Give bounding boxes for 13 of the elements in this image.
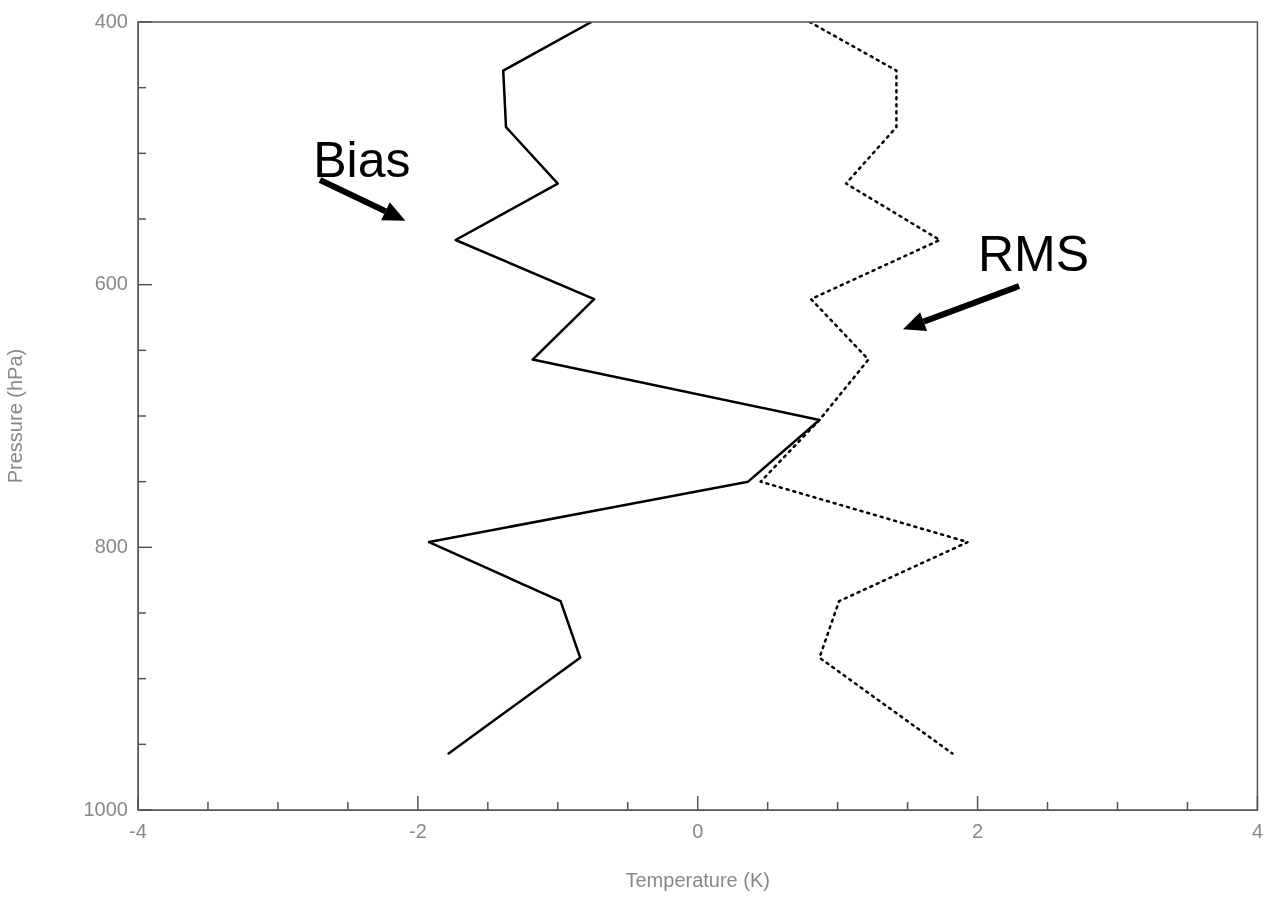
y-axis-title: Pressure (hPa) (3, 348, 26, 484)
y-tick-label: 800 (94, 534, 128, 557)
annotation: RMS (977, 225, 1090, 284)
annotation: Bias (313, 130, 411, 189)
x-tick-label: 4 (1251, 819, 1263, 842)
x-tick-label: -2 (408, 819, 427, 842)
y-tick-label: 600 (94, 272, 128, 295)
x-axis-title: Temperature (K) (625, 868, 770, 891)
x-tick-label: -4 (129, 819, 147, 842)
y-tick-label: 400 (94, 9, 128, 32)
y-tick-label: 1000 (83, 797, 128, 820)
x-tick-label: 0 (692, 819, 704, 842)
x-tick-label: 2 (972, 819, 984, 842)
